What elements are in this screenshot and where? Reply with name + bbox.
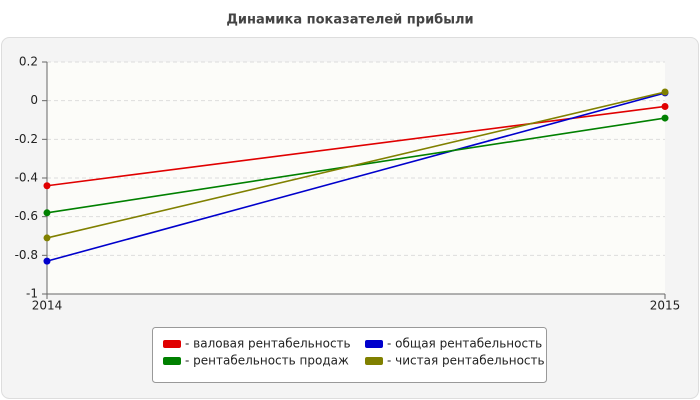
data-point (43, 182, 51, 190)
y-tick-label: -0.6 (15, 209, 38, 223)
y-tick-label: -0.8 (15, 248, 38, 262)
data-point (43, 209, 51, 217)
data-point (661, 114, 669, 122)
y-tick-label: -1 (26, 287, 38, 301)
data-point (43, 234, 51, 242)
series-line (46, 92, 666, 262)
legend-label: - валовая рентабельность (185, 337, 351, 351)
legend-swatch (365, 340, 383, 348)
data-point (43, 257, 51, 265)
x-tick-label: 2014 (32, 299, 63, 313)
legend-swatch (163, 340, 181, 348)
legend-swatch (163, 357, 181, 365)
legend (152, 327, 547, 383)
x-tick-label: 2015 (650, 299, 681, 313)
chart-title: Динамика показателей прибыли (226, 13, 473, 28)
legend-swatch (365, 357, 383, 365)
legend-label: - рентабельность продаж (185, 354, 349, 368)
legend-label: - чистая рентабельность (387, 354, 545, 368)
y-tick-label: -0.4 (15, 171, 38, 185)
data-point (661, 88, 669, 96)
y-tick-label: 0 (30, 93, 38, 107)
y-tick-label: -0.2 (15, 132, 38, 146)
series-line (46, 91, 666, 239)
data-point (661, 102, 669, 110)
y-tick-label: 0.2 (19, 55, 38, 69)
series-line (46, 105, 666, 187)
legend-label: - общая рентабельность (387, 337, 542, 351)
